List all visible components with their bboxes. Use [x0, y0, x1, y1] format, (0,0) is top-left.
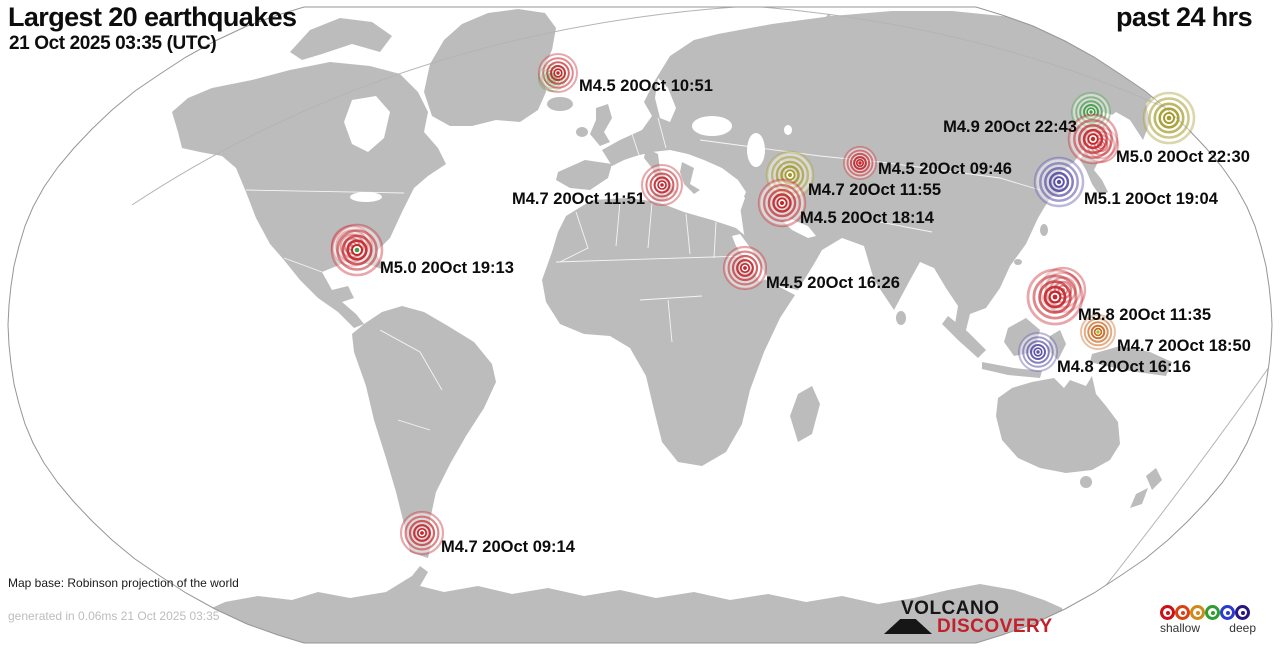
quake-label[interactable]: M4.9 20Oct 22:43	[943, 118, 1077, 136]
quake-marker[interactable]	[399, 510, 445, 556]
map-base-note: Map base: Robinson projection of the wor…	[8, 576, 239, 590]
antarctica	[180, 566, 1070, 643]
map-timestamp: 21 Oct 2025 03:35 (UTC)	[9, 33, 217, 54]
map-outline	[7, 6, 1273, 644]
landmasses	[79, 7, 1272, 643]
quake-marker[interactable]	[1018, 332, 1058, 372]
south-america-landmass	[352, 306, 496, 558]
quake-label[interactable]: M4.5 20Oct 16:26	[766, 274, 900, 292]
quake-label[interactable]: M5.8 20Oct 11:35	[1078, 306, 1211, 324]
page-title: Largest 20 earthquakes	[8, 2, 297, 32]
quake-label[interactable]: M4.5 20Oct 09:46	[878, 160, 1012, 178]
british-isles	[590, 104, 612, 146]
borneo	[1004, 318, 1040, 356]
australia	[996, 376, 1120, 473]
volcano-discovery-logo[interactable]: VOLCANO DISCOVERY	[884, 597, 1054, 639]
depth-ring-icon	[1220, 605, 1235, 620]
quake-marker[interactable]	[722, 245, 768, 291]
legend-shallow-label: shallow	[1160, 621, 1201, 635]
quake-marker[interactable]	[843, 146, 877, 180]
quake-label[interactable]: M4.7 20Oct 11:51	[512, 190, 645, 208]
depth-ring-icon	[1175, 605, 1190, 620]
quake-marker[interactable]	[538, 53, 578, 93]
quake-label[interactable]: M5.1 20Oct 19:04	[1084, 190, 1219, 208]
japan	[1080, 146, 1108, 196]
quake-label[interactable]: M4.7 20Oct 11:55	[808, 181, 941, 199]
quake-markers-layer	[330, 53, 1196, 556]
quake-labels-layer: M4.5 20Oct 10:51 M4.9 20Oct 22:43 M5.0 20O…	[380, 77, 1251, 556]
quake-label[interactable]: M5.0 20Oct 19:13	[380, 259, 514, 277]
italy	[644, 148, 676, 196]
quake-marker[interactable]	[1080, 314, 1116, 350]
quake-label[interactable]: M5.0 20Oct 22:30	[1116, 148, 1250, 166]
quake-marker[interactable]	[1067, 113, 1119, 165]
africa-landmass	[542, 198, 795, 466]
eurasia-landmass	[602, 11, 1158, 338]
new-zealand	[1146, 468, 1162, 490]
depth-ring-icon	[1205, 605, 1220, 620]
volcano-icon	[884, 619, 932, 634]
depth-ring-icon	[1160, 605, 1175, 620]
generated-note: generated in 0.06ms 21 Oct 2025 03:35	[8, 609, 220, 623]
quake-label[interactable]: M4.7 20Oct 18:50	[1117, 337, 1251, 355]
greenland	[424, 9, 556, 126]
north-america-landmass	[172, 62, 446, 328]
quake-label[interactable]: M4.5 20Oct 10:51	[579, 77, 713, 95]
depth-legend: shallow deep	[1160, 605, 1260, 635]
depth-ring-icon	[1235, 605, 1250, 620]
quake-marker[interactable]	[640, 163, 684, 207]
sumatra	[942, 316, 986, 358]
greece	[680, 162, 700, 194]
quake-marker[interactable]	[1142, 91, 1196, 145]
iberia	[556, 160, 612, 190]
quake-marker[interactable]	[1026, 268, 1084, 326]
country-borders	[245, 117, 1041, 431]
new-guinea	[1090, 346, 1172, 376]
logo-text-bottom: DISCOVERY	[937, 616, 1053, 637]
quake-marker[interactable]	[1033, 156, 1085, 208]
quake-label[interactable]: M4.8 20Oct 16:16	[1057, 358, 1191, 376]
quake-label[interactable]: M4.5 20Oct 18:14	[800, 209, 935, 227]
quake-marker[interactable]	[330, 223, 384, 277]
legend-deep-label: deep	[1229, 621, 1256, 635]
quake-marker[interactable]	[757, 178, 807, 228]
depth-legend-icons	[1160, 605, 1260, 620]
depth-ring-icon	[1190, 605, 1205, 620]
java	[982, 362, 1042, 378]
quake-label[interactable]: M4.7 20Oct 09:14	[441, 538, 576, 556]
logo-text-top: VOLCANO	[901, 598, 1000, 619]
time-period-label: past 24 hrs	[1116, 2, 1253, 32]
